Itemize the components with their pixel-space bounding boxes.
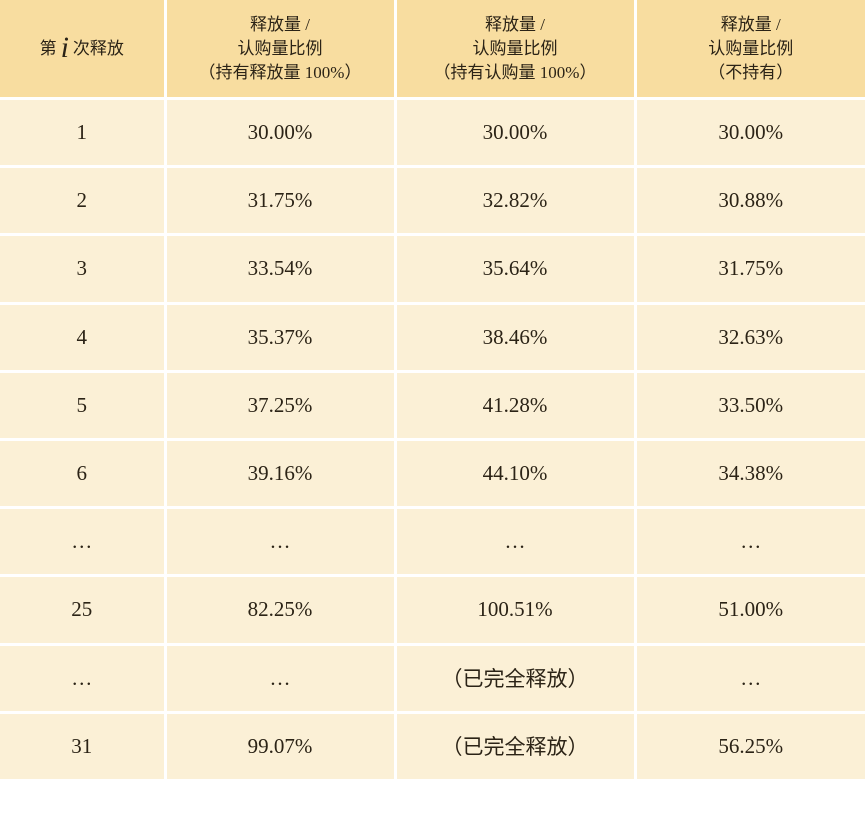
header-line: 释放量 / bbox=[720, 14, 781, 34]
table-cell: 1 bbox=[0, 96, 167, 169]
header-cell: 释放量 / 认购量比例 （持有认购量 100%） bbox=[393, 0, 637, 100]
table-cell: … bbox=[633, 506, 865, 578]
table-cell: 6 bbox=[0, 437, 167, 510]
header-cell: 释放量 / 认购量比例 （持有释放量 100%） bbox=[163, 0, 397, 100]
table-cell: 31 bbox=[0, 710, 167, 782]
header-cell: 释放量 / 认购量比例 （不持有） bbox=[633, 0, 865, 100]
header-line: （不持有） bbox=[708, 62, 794, 82]
table-row: 1 30.00% 30.00% 30.00% bbox=[0, 96, 865, 169]
table-cell: 33.54% bbox=[163, 233, 397, 305]
table-cell: 41.28% bbox=[393, 369, 637, 441]
table-cell: 82.25% bbox=[163, 574, 397, 646]
header-line: 释放量 / bbox=[485, 14, 545, 34]
header-line: 认购量比例 bbox=[472, 38, 558, 58]
table-row: 2 31.75% 32.82% 30.88% bbox=[0, 165, 865, 237]
table-cell: 31.75% bbox=[163, 165, 397, 237]
table-cell: （已完全释放） bbox=[393, 642, 637, 714]
table-cell: 33.50% bbox=[633, 369, 865, 441]
header-line: 释放量 / bbox=[250, 14, 310, 34]
table-cell: … bbox=[0, 642, 167, 714]
table-cell: 30.88% bbox=[633, 165, 865, 237]
table-cell: 3 bbox=[0, 233, 167, 305]
table-cell: 2 bbox=[0, 165, 167, 237]
table-cell: 30.00% bbox=[163, 96, 397, 169]
table-row: 5 37.25% 41.28% 33.50% bbox=[0, 369, 865, 441]
table-row: …… （已完全释放）… bbox=[0, 642, 865, 714]
release-table: 第 i 次释放 释放量 / 认购量比例 （持有释放量 100%） 释放量 / 认购量比例 （持有… bbox=[0, 0, 865, 782]
table-cell: 44.10% bbox=[393, 437, 637, 510]
table-cell: 35.37% bbox=[163, 301, 397, 373]
table-cell: 35.64% bbox=[393, 233, 637, 305]
table-cell: … bbox=[163, 506, 397, 578]
table-cell: 32.82% bbox=[393, 165, 637, 237]
table-cell: 30.00% bbox=[633, 96, 865, 169]
table-cell: 56.25% bbox=[633, 710, 865, 782]
header-cell: 第 i 次释放 bbox=[0, 0, 167, 100]
table-cell: … bbox=[163, 642, 397, 714]
header-row: 第 i 次释放 释放量 / 认购量比例 （持有释放量 100%） 释放量 / 认购量比例 （持有… bbox=[0, 0, 865, 100]
table-cell: 39.16% bbox=[163, 437, 397, 510]
table-row: 3 33.54% 35.64% 31.75% bbox=[0, 233, 865, 305]
table-cell: 99.07% bbox=[163, 710, 397, 782]
table-cell: 37.25% bbox=[163, 369, 397, 441]
table-row: 31 99.07% （已完全释放） 56.25% bbox=[0, 710, 865, 782]
header-line: （持有释放量 100%） bbox=[198, 62, 362, 82]
table-cell: 38.46% bbox=[393, 301, 637, 373]
table-cell: 100.51% bbox=[393, 574, 637, 646]
table-row: 6 39.16% 44.10% 34.38% bbox=[0, 437, 865, 510]
table-cell: 30.00% bbox=[393, 96, 637, 169]
table-row: 4 35.37% 38.46% 32.63% bbox=[0, 301, 865, 373]
header-line: 认购量比例 bbox=[708, 38, 794, 58]
table-row: 25 82.25% 100.51% 51.00% bbox=[0, 574, 865, 646]
table-cell: 25 bbox=[0, 574, 167, 646]
table-cell: … bbox=[633, 642, 865, 714]
table-row: ………… bbox=[0, 506, 865, 578]
header-text: i bbox=[60, 31, 69, 64]
table-cell: 4 bbox=[0, 301, 167, 373]
table-cell: … bbox=[0, 506, 167, 578]
table-cell: 51.00% bbox=[633, 574, 865, 646]
table-cell: 5 bbox=[0, 369, 167, 441]
table-cell: 32.63% bbox=[633, 301, 865, 373]
header-line: 认购量比例 bbox=[237, 38, 323, 58]
table-cell: 34.38% bbox=[633, 437, 865, 510]
header-line: （持有认购量 100%） bbox=[433, 62, 597, 82]
table-cell: 31.75% bbox=[633, 233, 865, 305]
table-cell: … bbox=[393, 506, 637, 578]
header-text: 第 bbox=[39, 39, 57, 58]
header-text: 次释放 bbox=[72, 39, 124, 58]
table-cell: （已完全释放） bbox=[393, 710, 637, 782]
table-body: 1 30.00% 30.00% 30.00% 2 31.75% 32.82% 30.88% 3 3… bbox=[0, 96, 865, 782]
